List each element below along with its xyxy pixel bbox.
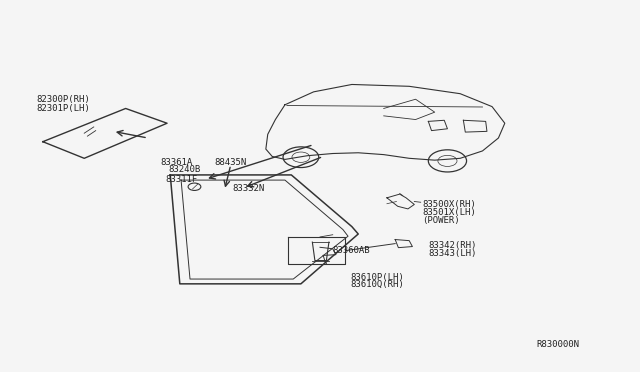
Text: 83332N: 83332N [232,184,264,193]
Text: 82300P(RH): 82300P(RH) [36,95,90,104]
Text: 83240B: 83240B [168,165,200,174]
Text: 83360AB: 83360AB [333,246,371,255]
Text: 83311F: 83311F [166,175,198,184]
Text: 83361A: 83361A [161,157,193,167]
Text: R830000N: R830000N [537,340,580,349]
Text: 83610Q(RH): 83610Q(RH) [351,280,404,289]
Text: 83343(LH): 83343(LH) [428,249,477,258]
Text: 83610P(LH): 83610P(LH) [351,273,404,282]
Text: 83501X(LH): 83501X(LH) [422,208,476,217]
Text: 82301P(LH): 82301P(LH) [36,104,90,113]
Text: 83500X(RH): 83500X(RH) [422,200,476,209]
Text: 83342(RH): 83342(RH) [428,241,477,250]
Text: 88435N: 88435N [215,157,247,167]
Text: (POWER): (POWER) [422,216,460,225]
